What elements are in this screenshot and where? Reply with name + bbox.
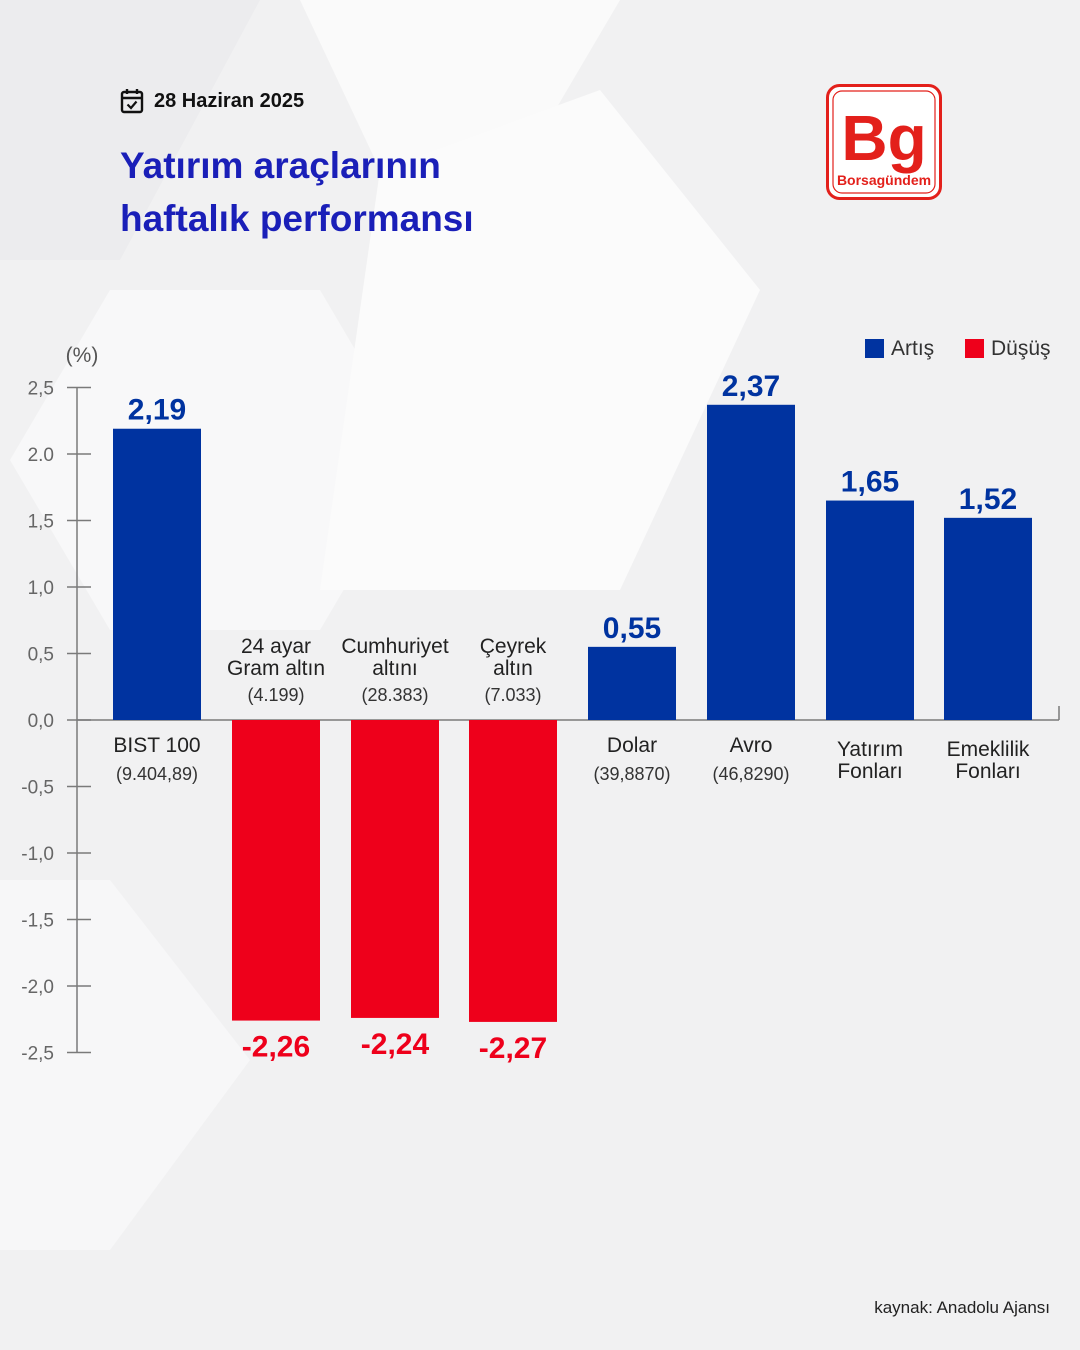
calendar-check-icon [120, 89, 144, 114]
category-label: altını [372, 657, 418, 680]
category-sub-value: (46,8290) [712, 764, 789, 784]
y-tick-label: -2,0 [21, 977, 54, 998]
page-title: Yatırım araçlarının haftalık performansı [120, 140, 640, 245]
title-line-1: Yatırım araçlarının [120, 145, 441, 186]
y-tick-label: -2,5 [21, 1044, 54, 1065]
bar [588, 646, 676, 720]
category-sub-value: (7.033) [484, 685, 541, 705]
bar-value-label: 1,52 [959, 483, 1017, 516]
bar-chart: (%) 2,5 2.0 1,5 1,0 0,5 0,0 -0,5 -1,0 -1,5 -2,0 -2,… [21, 337, 1060, 1065]
borsagundem-logo: Bg Borsagündem [826, 84, 942, 200]
category-label: Yatırım [837, 738, 903, 761]
y-tick-label: -1,5 [21, 911, 54, 932]
logo-name: Borsagündem [837, 172, 931, 188]
date-row: 28 Haziran 2025 [120, 88, 304, 114]
bar [469, 720, 557, 1022]
category-label: 24 ayar [241, 635, 311, 658]
y-tick-label: -0,5 [21, 778, 54, 799]
category-label: Avro [730, 734, 773, 757]
bar-value-label: -2,27 [479, 1032, 547, 1065]
bar [351, 720, 439, 1018]
y-tick-label: 2,5 [28, 379, 54, 400]
bar-value-label: 1,65 [841, 466, 899, 499]
bar-value-label: -2,24 [361, 1028, 430, 1061]
bar-value-label: 0,55 [603, 612, 661, 645]
category-label: Fonları [837, 760, 902, 783]
bar [944, 517, 1032, 720]
category-sub-value: (4.199) [247, 685, 304, 705]
category-label: Dolar [607, 734, 657, 757]
y-tick-label: 2.0 [28, 445, 54, 466]
y-tick-label: 0,0 [28, 711, 54, 732]
category-label: Cumhuriyet [341, 635, 449, 658]
source-text: kaynak: Anadolu Ajansı [874, 1298, 1050, 1317]
category-label: Çeyrek [480, 635, 547, 658]
bar-value-label: -2,26 [242, 1031, 310, 1064]
category-sub-value: (28.383) [361, 685, 428, 705]
bar [232, 720, 320, 1021]
date-text: 28 Haziran 2025 [154, 89, 305, 112]
logo-mark: Bg [841, 102, 926, 174]
category-sub-value: (9.404,89) [116, 764, 198, 784]
category-sub-value: (39,8870) [593, 764, 670, 784]
y-tick-label: 0,5 [28, 645, 54, 666]
y-tick-label: 1,0 [28, 578, 54, 599]
category-label: Fonları [955, 760, 1020, 783]
bar [707, 404, 795, 720]
category-label: BIST 100 [113, 734, 200, 757]
title-line-2: haftalık performansı [120, 197, 474, 239]
y-axis-label: (%) [66, 344, 99, 367]
y-tick-label: 1,5 [28, 512, 54, 533]
category-label: altın [493, 657, 533, 680]
category-label: Gram altın [227, 657, 325, 680]
legend-swatch-up [865, 339, 884, 358]
bar [826, 500, 914, 720]
y-tick-label: -1,0 [21, 844, 54, 865]
legend-swatch-down [965, 339, 984, 358]
category-label: Emeklilik [947, 738, 1030, 761]
bar-value-label: 2,19 [128, 394, 186, 427]
bar-value-label: 2,37 [722, 370, 780, 403]
legend-label-up: Artış [891, 337, 934, 360]
bar [113, 428, 201, 720]
legend-label-down: Düşüş [991, 337, 1051, 360]
